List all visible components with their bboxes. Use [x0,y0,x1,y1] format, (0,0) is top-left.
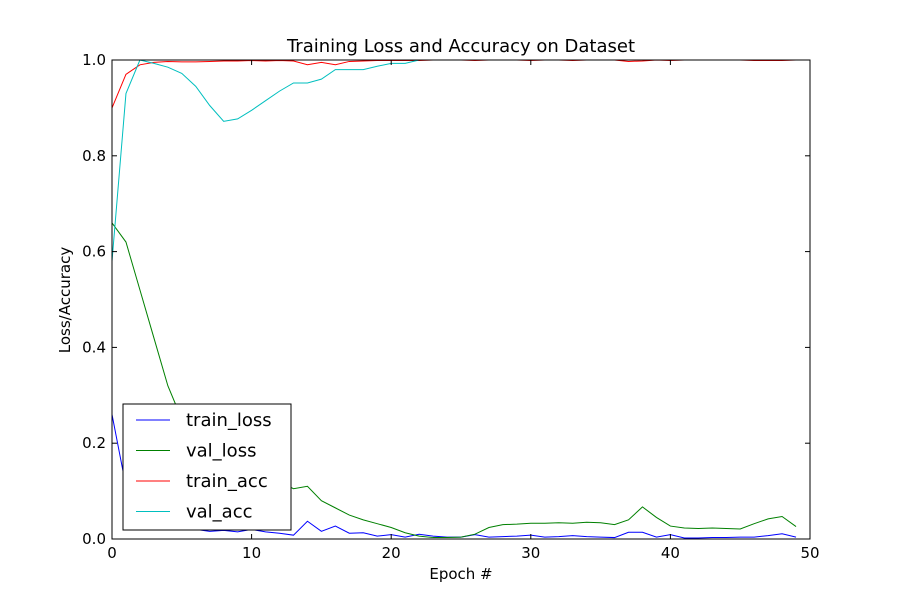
legend-label: train_acc [186,471,268,492]
legend-label: train_loss [186,410,272,431]
ticks-layer: 0 10 20 30 40 50 0.0 0.2 0.4 0.6 0.8 1.0 [82,51,819,562]
y-tick-label: 0.4 [82,338,106,356]
x-tick-label: 20 [382,544,401,562]
x-tick-label: 50 [800,544,819,562]
x-tick-label: 10 [242,544,261,562]
y-tick-label: 0.0 [82,530,106,548]
series-line-val-acc [112,60,797,262]
plot-frame [111,59,811,540]
y-tick-label: 1.0 [82,51,106,69]
y-axis-label: Loss/Accuracy [56,247,74,354]
legend: train_loss val_loss train_acc val_acc [122,403,292,531]
legend-item-train-acc: train_acc [136,471,268,492]
legend-item-val-loss: val_loss [136,441,256,462]
x-axis-label: Epoch # [429,565,492,583]
y-tick-label: 0.6 [82,243,106,261]
legend-label: val_acc [186,502,253,523]
x-tick-label: 0 [107,544,117,562]
chart-title: Training Loss and Accuracy on Dataset [286,36,635,57]
legend-label: val_loss [186,441,256,462]
y-tick-label: 0.2 [82,434,106,452]
legend-box [122,403,292,531]
x-tick-label: 40 [661,544,680,562]
legend-item-train-loss: train_loss [136,410,272,431]
legend-item-val-acc: val_acc [136,502,253,523]
y-tick-label: 0.8 [82,147,106,165]
x-tick-label: 30 [521,544,540,562]
